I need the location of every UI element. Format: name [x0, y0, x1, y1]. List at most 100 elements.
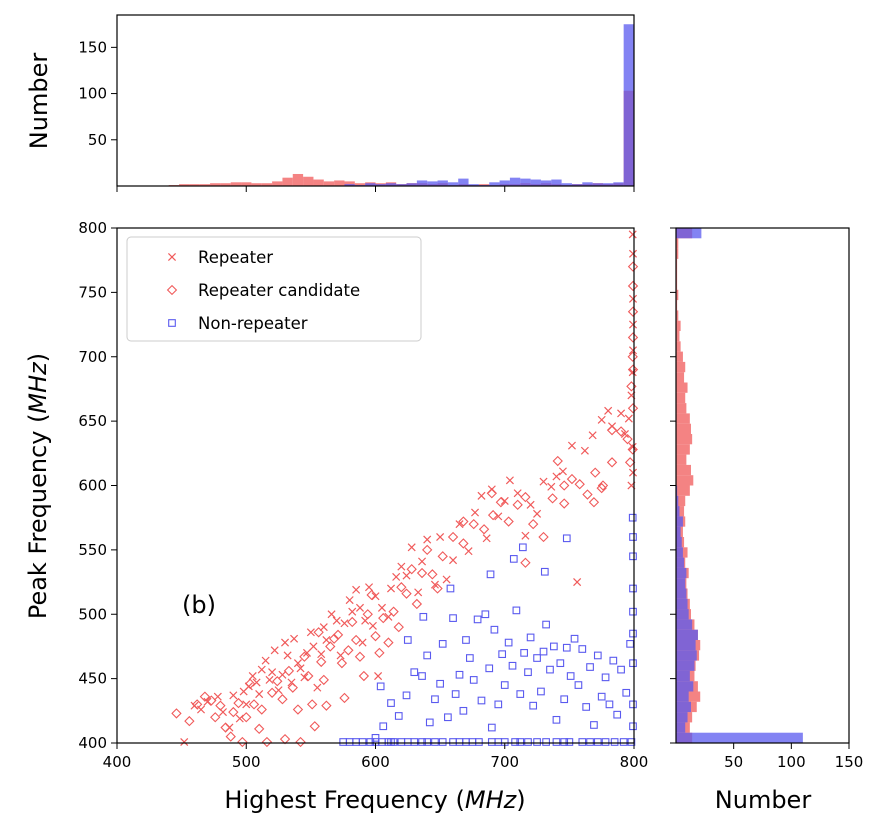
top-histogram-bar-non-repeater — [365, 183, 376, 186]
scatter-point-repeater — [597, 415, 606, 424]
scatter-point-non-repeater — [627, 738, 636, 746]
scatter-point-non-repeater — [485, 664, 494, 673]
scatter-point-repeater-candidate — [478, 524, 490, 535]
scatter-point-repeater-candidate — [588, 497, 600, 508]
right-x-tick-label: 150 — [835, 753, 864, 771]
scatter-point-non-repeater — [508, 661, 517, 670]
scatter-point-non-repeater — [629, 533, 637, 541]
scatter-point-repeater — [628, 294, 638, 303]
scatter-point-non-repeater — [419, 612, 428, 621]
top-histogram-bar-non-repeater — [458, 178, 469, 186]
scatter-point-repeater-candidate — [295, 736, 306, 748]
right-histogram-bar-repeater — [676, 372, 685, 383]
scatter-point-repeater-candidate — [279, 733, 291, 745]
top-histogram-bar-repeater — [251, 183, 262, 186]
scatter-point-repeater-candidate — [427, 569, 438, 580]
scatter-point-repeater-candidate — [606, 457, 618, 468]
scatter-point-repeater-candidate — [422, 544, 433, 556]
right-x-tick-label: 100 — [777, 753, 806, 771]
scatter-point-repeater — [464, 547, 473, 556]
scatter-point-non-repeater — [500, 681, 509, 689]
scatter-point-non-repeater — [486, 570, 495, 579]
right-histogram-bar-repeater — [676, 310, 679, 321]
scatter-point-non-repeater — [578, 645, 587, 653]
scatter-point-repeater — [265, 675, 274, 684]
scatter-point-repeater — [526, 500, 535, 509]
top-histogram-bar-repeater — [344, 181, 355, 186]
scatter-point-repeater — [290, 634, 299, 643]
scatter-point-repeater-candidate — [309, 721, 320, 732]
scatter-point-non-repeater — [376, 682, 385, 691]
scatter-point-non-repeater — [516, 738, 525, 746]
top-histogram-bar-non-repeater — [385, 183, 397, 186]
scatter-point-repeater — [268, 668, 277, 677]
scatter-point-repeater-candidate — [261, 736, 273, 748]
scatter-point-repeater-candidate — [486, 488, 498, 499]
scatter-point-repeater-candidate — [528, 518, 539, 530]
scatter-point-repeater-candidate — [321, 700, 332, 711]
top-histogram-bar-non-repeater — [520, 178, 531, 186]
scatter-point-non-repeater — [529, 701, 538, 710]
scatter-point-non-repeater — [431, 738, 439, 746]
right-histogram-bar-non-repeater — [676, 526, 681, 537]
scatter-point-non-repeater — [418, 738, 426, 746]
scatter-point-non-repeater — [537, 687, 545, 696]
scatter-point-non-repeater — [402, 691, 411, 700]
top-y-tick-label: 50 — [88, 131, 107, 149]
scatter-point-repeater-candidate — [416, 567, 428, 579]
scatter-point-repeater-candidate — [388, 606, 399, 617]
scatter-point-repeater-candidate — [627, 444, 638, 455]
top-histogram-frame — [116, 14, 635, 187]
scatter-point-repeater — [317, 650, 326, 659]
scatter-point-non-repeater — [629, 584, 637, 593]
scatter-point-non-repeater — [566, 672, 575, 680]
scatter-point-repeater-candidate — [220, 722, 231, 733]
scatter-point-non-repeater — [462, 636, 470, 644]
scatter-point-repeater-candidate — [559, 480, 570, 491]
top-histogram-bar-non-repeater — [613, 182, 624, 186]
scatter-point-non-repeater — [552, 738, 561, 746]
scatter-point-repeater-candidate — [277, 694, 288, 705]
scatter-point-repeater-candidate — [266, 687, 278, 698]
scatter-point-repeater-candidate — [358, 670, 370, 682]
right-histogram-bar-non-repeater — [676, 722, 686, 733]
right-histogram-bar-repeater — [676, 464, 691, 476]
scatter-point-non-repeater — [512, 606, 521, 615]
scatter-point-repeater-candidate — [336, 657, 348, 669]
scatter-point-repeater — [558, 467, 567, 476]
main-x-ticks: 400 500 600 700 800 — [103, 743, 648, 771]
scatter-point-repeater — [580, 446, 589, 455]
main-x-tick-label: 500 — [232, 753, 261, 771]
right-histogram-bar-repeater — [676, 331, 680, 342]
scatter-point-repeater-candidate — [401, 588, 412, 599]
scatter-point-repeater-candidate — [210, 712, 221, 723]
scatter-point-repeater — [436, 532, 445, 542]
scatter-point-non-repeater — [446, 584, 455, 593]
scatter-point-repeater-candidate — [627, 351, 638, 362]
scatter-point-non-repeater — [556, 659, 565, 668]
main-x-label: Highest Frequency (MHz) — [224, 786, 525, 814]
top-histogram-bar-repeater — [261, 183, 273, 186]
scatter-point-non-repeater — [524, 668, 532, 677]
scatter-point-repeater-candidate — [215, 700, 226, 711]
scatter-point-repeater-candidate — [244, 678, 256, 689]
scatter-point-non-repeater — [524, 738, 532, 746]
scatter-point-repeater-candidate — [306, 699, 318, 710]
right-histogram-bar-repeater — [676, 341, 681, 352]
scatter-point-repeater-candidate — [237, 736, 248, 748]
scatter-point-repeater-candidate — [184, 715, 195, 727]
scatter-point-repeater-candidate — [458, 538, 469, 549]
scatter-point-repeater — [552, 472, 561, 481]
scatter-point-non-repeater — [459, 706, 468, 715]
right-histogram-bars — [676, 228, 803, 743]
right-histogram-bar-non-repeater — [676, 578, 686, 589]
scatter-points — [171, 230, 639, 748]
scatter-point-repeater-candidate — [272, 676, 283, 687]
scatter-point-repeater — [270, 646, 279, 655]
scatter-point-non-repeater — [546, 665, 554, 674]
scatter-point-repeater-candidate — [339, 692, 350, 704]
scatter-point-repeater-candidate — [228, 706, 239, 718]
scatter-point-non-repeater — [498, 650, 507, 659]
scatter-point-non-repeater — [438, 640, 447, 648]
scatter-point-repeater-candidate — [303, 670, 314, 682]
